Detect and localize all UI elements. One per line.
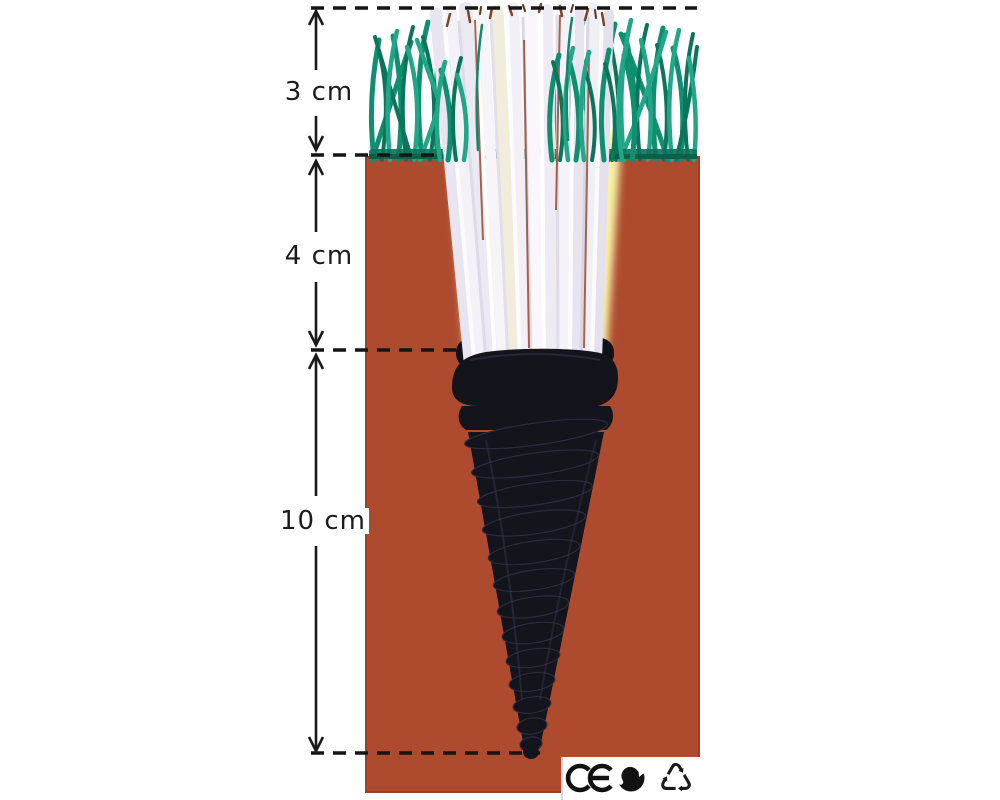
ce-mark-icon [565, 763, 613, 793]
arrow-down-4cm [307, 330, 325, 348]
dashed-reference-lines [311, 6, 697, 755]
arrow-up-10cm [307, 352, 325, 370]
arrow-down-3cm [307, 135, 325, 153]
collar-highlight [469, 353, 601, 361]
arrow-down-10cm [307, 736, 325, 754]
anchor-collar [452, 348, 618, 406]
dimension-label-grass-height: 3 cm [281, 79, 357, 105]
anchor-shine-left [485, 439, 523, 701]
dimension-lines [307, 8, 325, 754]
grass-front-layer [434, 16, 638, 163]
dimension-label-stem-depth: 4 cm [281, 243, 357, 269]
certification-box: ♺ [561, 756, 776, 800]
arrow-up-4cm [307, 158, 325, 176]
dimension-label-anchor-depth: 10 cm [277, 508, 369, 534]
arrow-up-3cm [307, 8, 325, 26]
recycling-symbol-icon: ♺ [658, 756, 694, 800]
stem-red-strands [474, 14, 590, 349]
green-dot-icon [615, 761, 648, 792]
anchor-shine-right [539, 439, 597, 701]
screw-anchor [452, 348, 618, 759]
